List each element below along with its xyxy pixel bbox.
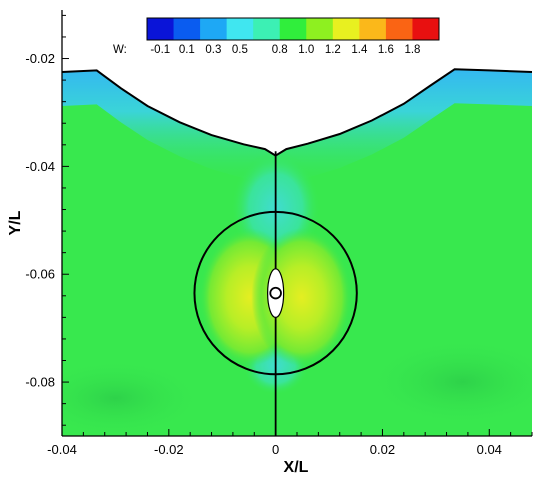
x-tick-label: -0.02 bbox=[154, 442, 184, 457]
plot-area bbox=[62, 68, 532, 436]
colorbar-swatch bbox=[200, 18, 228, 40]
colorbar-frame bbox=[146, 17, 440, 41]
colorbar-level-label: 1.4 bbox=[351, 44, 368, 56]
colorbar-level-label: 0.3 bbox=[205, 44, 221, 56]
y-tick-label: -0.04 bbox=[25, 159, 55, 174]
colorbar-level-label: 0.8 bbox=[272, 44, 288, 56]
colorbar-variable-label: W: bbox=[113, 44, 127, 56]
colorbar-swatch bbox=[279, 18, 307, 40]
axes: -0.04 -0.02 0 0.02 0.04 -0.02 -0.04 -0.06 -0.08… bbox=[7, 10, 533, 476]
colorbar-swatch bbox=[147, 18, 175, 40]
x-tick-label: 0 bbox=[272, 442, 279, 457]
x-tick-label: 0.04 bbox=[477, 442, 502, 457]
colorbar-level-label: 1.0 bbox=[298, 44, 314, 56]
y-ticks: -0.02 -0.04 -0.06 -0.08 bbox=[25, 14, 69, 426]
colorbar-swatch bbox=[253, 18, 281, 40]
body-center-marker bbox=[269, 286, 282, 300]
x-axis-title: X/L bbox=[284, 459, 309, 476]
y-tick-label: -0.06 bbox=[25, 267, 55, 282]
colorbar-swatch bbox=[385, 18, 413, 40]
colorbar-level-label: -0.1 bbox=[150, 44, 170, 56]
colorbar-level-label: 0.5 bbox=[232, 44, 248, 56]
colorbar-swatches bbox=[147, 18, 440, 40]
colorbar-swatch bbox=[412, 18, 440, 40]
free-surface-line bbox=[62, 68, 532, 157]
colorbar-swatch bbox=[306, 18, 334, 40]
y-tick-label: -0.08 bbox=[25, 375, 55, 390]
colorbar-swatch bbox=[226, 18, 254, 40]
x-tick-label: 0.02 bbox=[370, 442, 395, 457]
colorbar-swatch bbox=[332, 18, 360, 40]
colorbar-level-label: 0.1 bbox=[179, 44, 195, 56]
colorbar-level-labels: -0.1 0.1 0.3 0.5 0.8 1.0 1.2 1.4 1.6 1.8 bbox=[150, 44, 420, 56]
lower-field-shade-right bbox=[362, 337, 532, 428]
colorbar-level-label: 1.6 bbox=[378, 44, 394, 56]
x-ticks: -0.04 -0.02 0 0.02 0.04 bbox=[47, 429, 533, 457]
colorbar-legend: W: -0.1 0.1 0.3 0.5 0.8 1.0 1.2 1.4 1.6 1.8 bbox=[113, 17, 440, 56]
x-tick-label: -0.04 bbox=[47, 442, 77, 457]
mesh-circle-boundary bbox=[193, 210, 358, 376]
colorbar-swatch bbox=[173, 18, 201, 40]
colorbar-swatch bbox=[359, 18, 387, 40]
lower-field-shade-left bbox=[62, 358, 206, 436]
y-tick-label: -0.02 bbox=[25, 51, 55, 66]
y-axis-title: Y/L bbox=[7, 210, 24, 235]
free-surface-low-velocity-band bbox=[62, 69, 532, 190]
colorbar-level-label: 1.2 bbox=[325, 44, 341, 56]
colorbar-level-label: 1.8 bbox=[404, 44, 420, 56]
